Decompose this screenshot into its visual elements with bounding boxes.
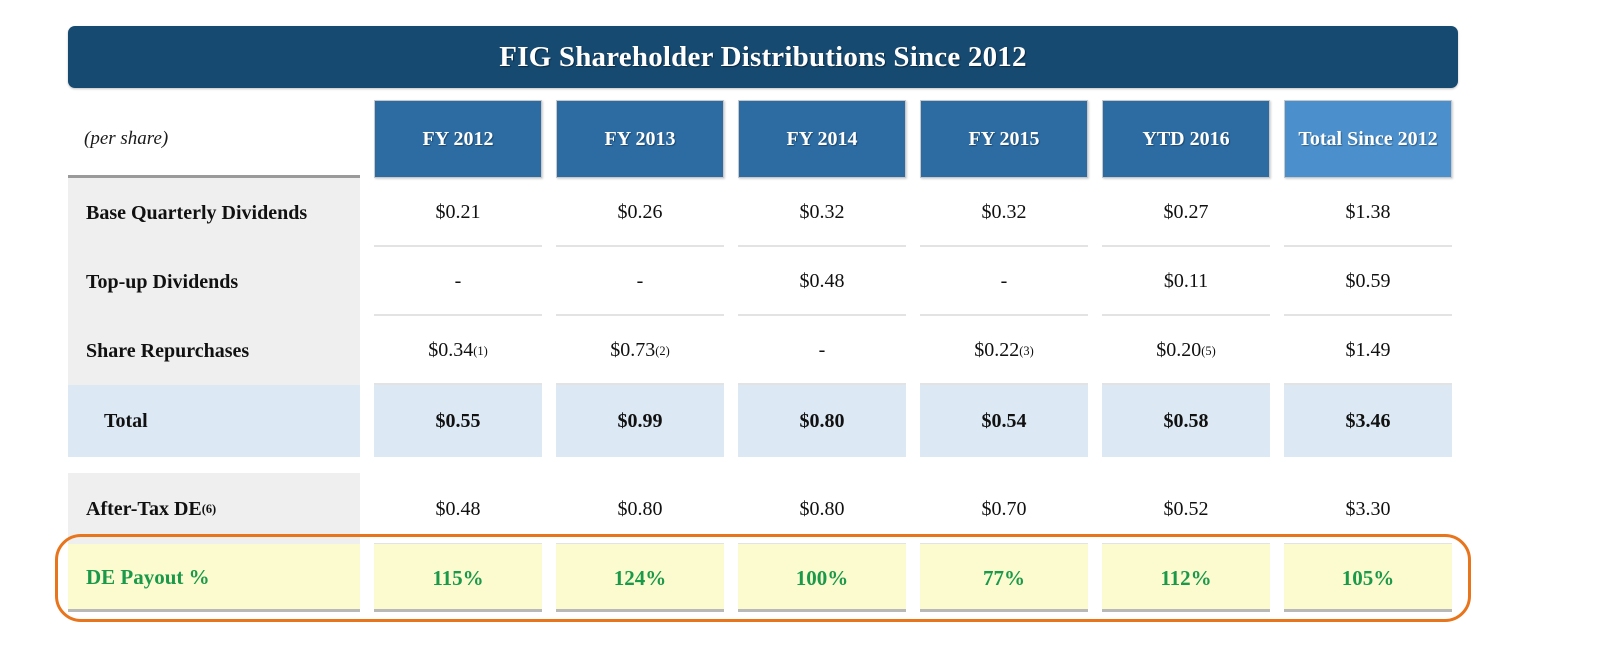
per-share-note: (per share) bbox=[84, 128, 169, 149]
cell-base-dividends-fy2015: $0.32 bbox=[920, 178, 1088, 247]
cell-topup-dividends-total: $0.59 bbox=[1284, 247, 1452, 316]
cell-total-fy2015: $0.54 bbox=[920, 385, 1088, 457]
cell-de-payout-fy2014: 100% bbox=[738, 544, 906, 612]
row-label-de-payout-pct: DE Payout % bbox=[68, 544, 360, 612]
cell-de-payout-total: 105% bbox=[1284, 544, 1452, 612]
row-label-after-tax-de: After-Tax DE (6) bbox=[68, 473, 360, 545]
column-header-ytd2016: YTD 2016 bbox=[1102, 100, 1270, 178]
cell-topup-dividends-fy2013: - bbox=[556, 247, 724, 316]
column-header-fy2012: FY 2012 bbox=[374, 100, 542, 178]
page-title: FIG Shareholder Distributions Since 2012 bbox=[499, 40, 1027, 73]
row-label-total: Total bbox=[68, 385, 360, 457]
cell-share-repurchases-fy2013: $0.73 (2) bbox=[556, 316, 724, 385]
cell-total-fy2014: $0.80 bbox=[738, 385, 906, 457]
cell-topup-dividends-ytd2016: $0.11 bbox=[1102, 247, 1270, 316]
cell-total-total: $3.46 bbox=[1284, 385, 1452, 457]
column-header-fy2013: FY 2013 bbox=[556, 100, 724, 178]
cell-share-repurchases-ytd2016: $0.20 (5) bbox=[1102, 316, 1270, 385]
per-share-note-cell: (per share) bbox=[68, 100, 360, 178]
column-header-fy2015: FY 2015 bbox=[920, 100, 1088, 178]
row-label-text: After-Tax DE bbox=[86, 498, 202, 520]
cell-share-repurchases-fy2012: $0.34 (1) bbox=[374, 316, 542, 385]
column-header-fy2014: FY 2014 bbox=[738, 100, 906, 178]
cell-de-payout-fy2012: 115% bbox=[374, 544, 542, 612]
cell-value: $1.49 bbox=[1345, 339, 1391, 361]
table-row: Top-up Dividends - - $0.48 - $0.11 $0.59 bbox=[68, 247, 1458, 316]
cell-value: $0.20 bbox=[1156, 339, 1202, 361]
column-header-total-since-2012: Total Since 2012 bbox=[1284, 100, 1452, 178]
distributions-table: (per share) FY 2012 FY 2013 FY 2014 FY 2… bbox=[68, 100, 1458, 545]
table-total-row: Total $0.55 $0.99 $0.80 $0.54 $0.58 $3.4… bbox=[68, 385, 1458, 457]
slide-title-bar: FIG Shareholder Distributions Since 2012 bbox=[68, 26, 1458, 88]
row-spacer bbox=[68, 457, 1458, 473]
cell-de-payout-fy2013: 124% bbox=[556, 544, 724, 612]
table-after-tax-row: After-Tax DE (6) $0.48 $0.80 $0.80 $0.70 … bbox=[68, 473, 1458, 545]
cell-share-repurchases-fy2015: $0.22 (3) bbox=[920, 316, 1088, 385]
row-label-top-up-dividends: Top-up Dividends bbox=[68, 247, 360, 316]
cell-value: $0.73 bbox=[610, 339, 656, 361]
table-header-row: (per share) FY 2012 FY 2013 FY 2014 FY 2… bbox=[68, 100, 1458, 178]
cell-share-repurchases-fy2014: - bbox=[738, 316, 906, 385]
row-label-base-quarterly-dividends: Base Quarterly Dividends bbox=[68, 178, 360, 247]
table-de-payout-row: DE Payout % 115% 124% 100% 77% 112% 105% bbox=[68, 544, 1458, 612]
cell-share-repurchases-total: $1.49 bbox=[1284, 316, 1452, 385]
cell-value: $0.34 bbox=[428, 339, 474, 361]
cell-total-fy2012: $0.55 bbox=[374, 385, 542, 457]
row-label-share-repurchases: Share Repurchases bbox=[68, 316, 360, 385]
cell-topup-dividends-fy2015: - bbox=[920, 247, 1088, 316]
table-row: Share Repurchases $0.34 (1) $0.73 (2) - $0… bbox=[68, 316, 1458, 385]
cell-value: - bbox=[818, 339, 826, 361]
cell-base-dividends-total: $1.38 bbox=[1284, 178, 1452, 247]
cell-total-fy2013: $0.99 bbox=[556, 385, 724, 457]
cell-de-payout-fy2015: 77% bbox=[920, 544, 1088, 612]
cell-base-dividends-fy2014: $0.32 bbox=[738, 178, 906, 247]
cell-topup-dividends-fy2012: - bbox=[374, 247, 542, 316]
cell-de-payout-ytd2016: 112% bbox=[1102, 544, 1270, 612]
cell-total-ytd2016: $0.58 bbox=[1102, 385, 1270, 457]
cell-base-dividends-fy2013: $0.26 bbox=[556, 178, 724, 247]
de-payout-highlight-box bbox=[55, 534, 1471, 622]
cell-value: $0.22 bbox=[974, 339, 1020, 361]
cell-base-dividends-ytd2016: $0.27 bbox=[1102, 178, 1270, 247]
cell-base-dividends-fy2012: $0.21 bbox=[374, 178, 542, 247]
table-row: Base Quarterly Dividends $0.21 $0.26 $0.… bbox=[68, 178, 1458, 247]
cell-topup-dividends-fy2014: $0.48 bbox=[738, 247, 906, 316]
